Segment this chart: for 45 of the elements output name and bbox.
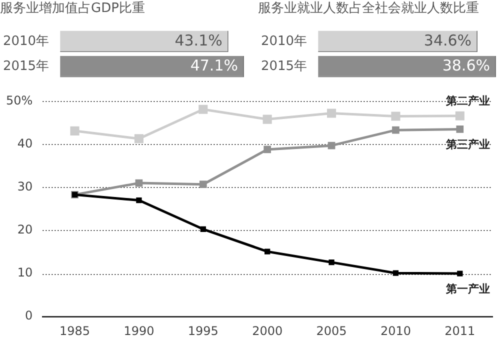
x-tick-label: 2010 xyxy=(380,324,411,338)
point xyxy=(391,112,400,121)
series-label: 第一产业 xyxy=(445,282,490,296)
point xyxy=(455,111,464,120)
point xyxy=(199,180,207,188)
y-tick-label: 50% xyxy=(6,93,33,108)
point xyxy=(264,146,272,154)
y-tick-label: 10 xyxy=(17,266,33,280)
data-label: 47.1% xyxy=(190,56,238,74)
y-tick-label: 30 xyxy=(17,179,33,194)
point xyxy=(328,142,336,150)
x-tick-label: 1995 xyxy=(188,324,218,338)
data-label: 34.6% xyxy=(424,31,472,50)
chart-title: 服务业就业人数占全社会就业人数比重 xyxy=(258,0,480,18)
point xyxy=(392,126,400,134)
chart-title: 服务业增加值占GDP比重 xyxy=(0,0,146,18)
x-tick-label: 1990 xyxy=(124,324,154,338)
point xyxy=(262,114,272,124)
point xyxy=(457,270,463,276)
point xyxy=(327,108,336,118)
point xyxy=(264,248,270,254)
point xyxy=(70,126,80,136)
y-tick-label: 0 xyxy=(25,308,33,323)
y-tick-label: 2015年 xyxy=(260,58,308,74)
point xyxy=(198,104,208,114)
y-tick-label: 2010年 xyxy=(2,34,50,49)
x-tick-label: 2000 xyxy=(252,324,283,338)
point xyxy=(456,126,464,133)
y-tick-label: 2015年 xyxy=(2,58,50,74)
point xyxy=(392,270,399,276)
series-label: 第二产业 xyxy=(445,94,490,108)
x-tick-label: 2011 xyxy=(444,324,476,338)
point xyxy=(134,134,144,144)
y-tick-label: 20 xyxy=(17,222,33,237)
point xyxy=(328,259,334,266)
data-label: 43.1% xyxy=(174,31,222,50)
y-tick-label: 2010年 xyxy=(260,34,308,49)
point xyxy=(200,226,206,232)
y-tick-label: 40 xyxy=(17,136,33,150)
point xyxy=(136,197,142,204)
x-tick-label: 2005 xyxy=(316,324,347,338)
x-tick-label: 1985 xyxy=(59,324,90,338)
point xyxy=(135,179,143,187)
series-label: 第三产业 xyxy=(445,138,490,152)
data-label: 38.6% xyxy=(442,56,490,74)
